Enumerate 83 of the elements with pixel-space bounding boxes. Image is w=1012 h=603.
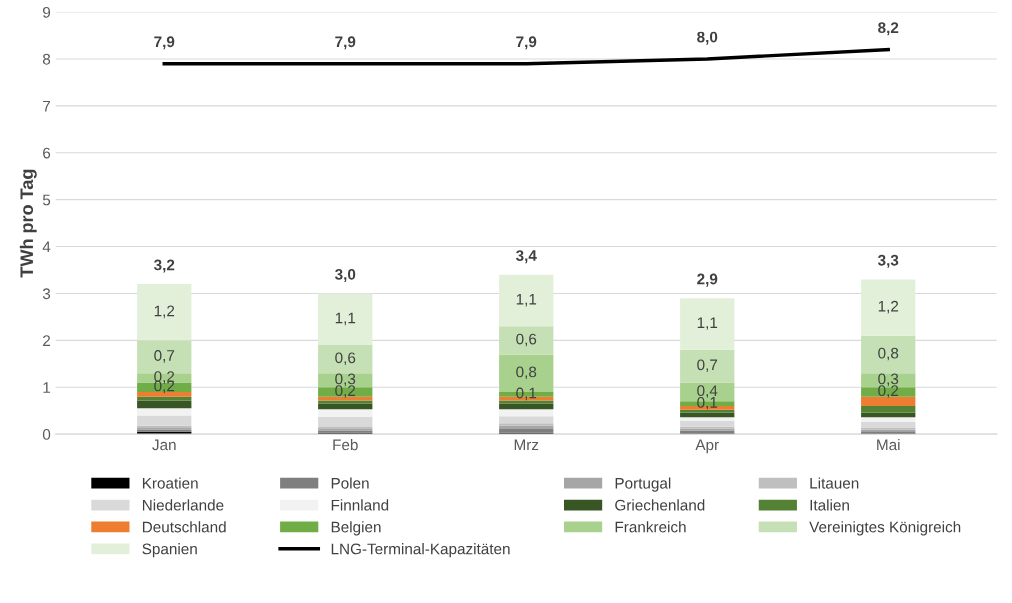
legend-label: Niederlande — [142, 499, 224, 511]
data-label: 8,2 — [878, 22, 899, 36]
x-tick-label: Mrz — [514, 439, 539, 451]
legend-label: Portugal — [615, 477, 671, 492]
data-label: 0,6 — [516, 333, 537, 347]
legend-label: Vereinigtes Königreich — [809, 521, 961, 536]
data-label: 0,7 — [697, 359, 718, 373]
x-tick-label: Mai — [877, 439, 900, 451]
y-tick-label: 5 — [42, 194, 51, 206]
bar — [499, 326, 554, 355]
total-label: 3,3 — [877, 254, 899, 268]
data-label: 0,2 — [335, 385, 356, 398]
bar — [318, 400, 373, 404]
data-label: 0,8 — [516, 366, 537, 380]
bar — [861, 417, 916, 422]
bar — [499, 416, 554, 424]
total-label: 2,9 — [697, 273, 718, 287]
legend-label: Griechenland — [615, 499, 705, 511]
y-tick-label: 6 — [43, 147, 51, 159]
total-label: 3,4 — [515, 250, 537, 264]
data-label: 1,2 — [154, 305, 175, 319]
bar — [680, 298, 735, 350]
legend-label: Frankreich — [615, 521, 686, 533]
data-label: 1,2 — [878, 300, 899, 314]
y-tick-label: 9 — [43, 6, 51, 18]
bar — [861, 396, 916, 407]
bar — [861, 421, 916, 428]
bar — [680, 349, 735, 383]
data-label: 0,7 — [154, 350, 175, 363]
bar — [318, 293, 373, 346]
data-label: 0,6 — [335, 352, 356, 366]
legend-label: Litauen — [810, 477, 859, 489]
data-label: 1,1 — [697, 317, 718, 330]
bar — [861, 335, 916, 374]
bar — [499, 274, 554, 327]
y-tick-label: 7 — [43, 100, 51, 112]
bar — [137, 408, 192, 416]
data-label: 7,9 — [516, 36, 537, 50]
legend-label: Kroatien — [142, 477, 198, 489]
data-label: 1,1 — [516, 293, 537, 307]
bar — [680, 421, 735, 427]
bar — [318, 387, 373, 397]
y-tick-label: 2 — [43, 335, 51, 346]
bar — [318, 409, 373, 417]
legend-label: Belgien — [331, 521, 381, 536]
y-tick-label: 0 — [42, 429, 51, 440]
data-label: 7,9 — [154, 36, 175, 50]
bar — [861, 387, 916, 397]
legend-label: LNG-Terminal-Kapazitäten — [331, 543, 510, 558]
bar — [680, 417, 735, 422]
bar — [499, 409, 554, 417]
legend-label: Polen — [331, 477, 369, 489]
bar — [318, 345, 373, 374]
bar — [318, 416, 373, 428]
x-tick-label: Apr — [695, 439, 719, 454]
y-axis-title: TWh pro Tag — [19, 169, 37, 278]
bar — [137, 284, 192, 341]
x-tick-label: Jan — [152, 439, 176, 451]
legend-label: Spanien — [142, 543, 197, 558]
legend-label: Deutschland — [142, 521, 226, 533]
data-label: 1,1 — [335, 312, 356, 326]
total-label: 3,0 — [334, 268, 356, 282]
y-tick-label: 4 — [42, 241, 51, 253]
legend-label: Italien — [810, 499, 849, 511]
bar — [861, 279, 916, 336]
legend-label: Finnland — [331, 499, 389, 511]
data-label: 0,3 — [335, 373, 356, 387]
data-label: 8,0 — [697, 31, 718, 45]
data-label: 7,9 — [335, 36, 356, 50]
data-label: 0,2 — [878, 385, 899, 398]
bar — [861, 406, 916, 413]
y-tick-label: 1 — [43, 382, 51, 393]
bar — [137, 391, 192, 397]
y-tick-label: 8 — [42, 53, 51, 65]
data-label: 0,4 — [697, 385, 718, 398]
bar — [499, 400, 554, 404]
bar — [137, 400, 192, 409]
data-label: 0,8 — [878, 347, 899, 361]
x-tick-label: Feb — [333, 439, 358, 451]
data-label: 0,3 — [878, 373, 899, 387]
y-tick-label: 3 — [42, 288, 51, 300]
total-label: 3,2 — [153, 259, 175, 273]
bar — [137, 415, 192, 426]
